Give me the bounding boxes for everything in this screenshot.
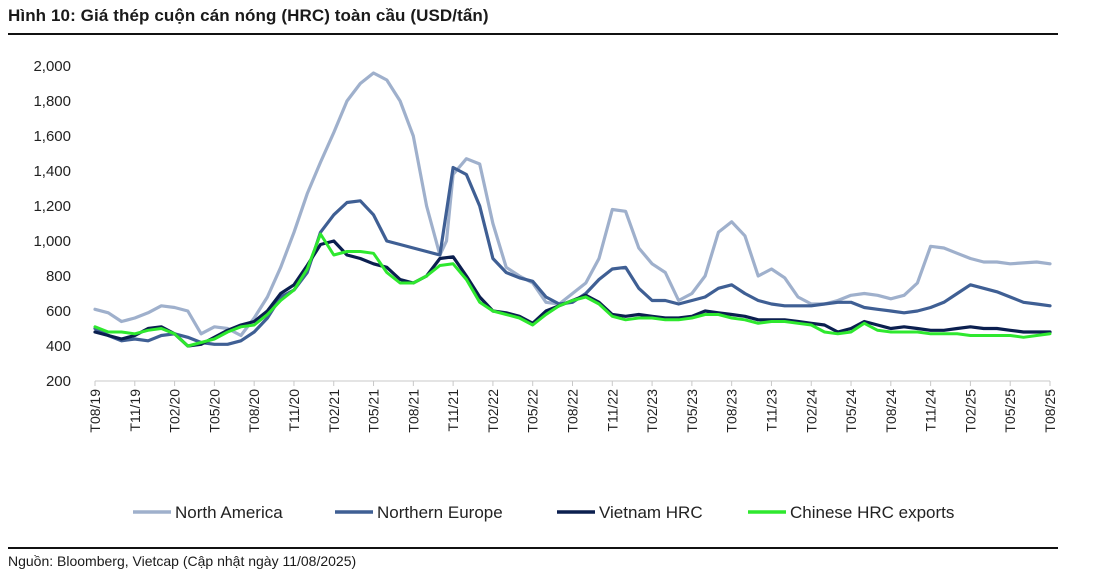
legend-label: Vietnam HRC xyxy=(599,503,703,522)
legend-label: North America xyxy=(175,503,283,522)
title-divider xyxy=(8,33,1058,35)
x-tick-label: T08/20 xyxy=(246,389,262,433)
series-group xyxy=(93,71,1052,348)
x-tick-label: T11/22 xyxy=(604,389,620,432)
x-tick-label: T08/25 xyxy=(1042,389,1058,433)
x-tick-label: T05/25 xyxy=(1002,389,1018,433)
x-tick-label: T11/19 xyxy=(127,389,143,432)
series-line-north-america xyxy=(93,71,1052,338)
x-tick-label: T11/20 xyxy=(286,389,302,432)
x-axis: T08/19 T11/19 T02/20 T05/20 T08/20 T11/20 T02/… xyxy=(87,381,1058,433)
series-line-chinese-hrc-exports xyxy=(93,232,1052,348)
x-tick-label: T05/20 xyxy=(206,389,222,433)
y-tick-label: 600 xyxy=(46,303,71,320)
x-tick-label: T02/20 xyxy=(167,389,183,433)
x-tick-label: T02/24 xyxy=(803,389,819,433)
legend-label: Northern Europe xyxy=(377,503,503,522)
x-tick-label: T08/22 xyxy=(565,389,581,433)
x-tick-label: T02/25 xyxy=(962,389,978,433)
y-tick-label: 800 xyxy=(46,268,71,285)
y-tick-label: 1,400 xyxy=(33,163,71,180)
x-tick-label: T08/24 xyxy=(883,389,899,433)
footer-divider xyxy=(8,547,1058,549)
x-tick-label: T02/23 xyxy=(644,389,660,433)
x-tick-label: T08/19 xyxy=(87,389,103,433)
x-tick-label: T08/23 xyxy=(724,389,740,433)
y-tick-label: 1,600 xyxy=(33,128,71,145)
legend-label: Chinese HRC exports xyxy=(790,503,954,522)
source-note: Nguồn: Bloomberg, Vietcap (Cập nhật ngày… xyxy=(8,553,357,569)
line-chart: 200 400 600 800 1,000 1,200 1,400 1,600 1,800 2,0… xyxy=(33,58,1058,522)
x-tick-label: T11/23 xyxy=(763,389,779,432)
x-tick-label: T05/22 xyxy=(525,389,541,433)
y-tick-label: 2,000 xyxy=(33,58,71,75)
legend: North America Northern Europe Vietnam HRC C… xyxy=(133,503,954,522)
y-tick-label: 1,800 xyxy=(33,93,71,110)
y-tick-label: 400 xyxy=(46,338,71,355)
y-tick-label: 1,200 xyxy=(33,198,71,215)
x-tick-label: T05/21 xyxy=(366,389,382,433)
y-axis: 200 400 600 800 1,000 1,200 1,400 1,600 1,800 2,0… xyxy=(33,58,71,390)
x-tick-label: T11/24 xyxy=(923,389,939,432)
x-tick-label: T05/23 xyxy=(684,389,700,433)
y-tick-label: 200 xyxy=(46,373,71,390)
x-tick-label: T08/21 xyxy=(405,389,421,433)
x-tick-label: T05/24 xyxy=(843,389,859,433)
y-tick-label: 1,000 xyxy=(33,233,71,250)
series-line-northern-europe xyxy=(93,165,1052,346)
figure-title: Hình 10: Giá thép cuộn cán nóng (HRC) to… xyxy=(8,6,489,25)
x-tick-label: T02/21 xyxy=(326,389,342,433)
x-tick-label: T11/21 xyxy=(445,389,461,432)
x-tick-label: T02/22 xyxy=(485,389,501,433)
